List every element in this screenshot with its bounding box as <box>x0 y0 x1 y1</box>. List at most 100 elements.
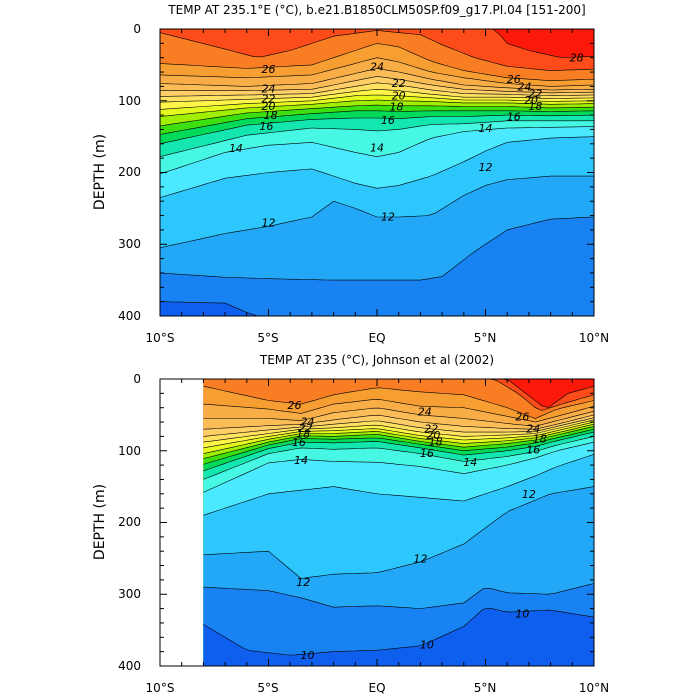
contour-line <box>160 68 594 91</box>
contour-band <box>160 301 258 316</box>
contour-label: 16 <box>292 436 306 449</box>
contour-line <box>203 428 594 465</box>
contour-label: 22 <box>528 88 542 101</box>
contour-band <box>160 217 594 316</box>
y-tick-label: 300 <box>118 587 141 601</box>
contour-label: 10 <box>301 649 315 662</box>
y-tick-label: 200 <box>118 515 141 529</box>
contour-label: 10 <box>515 608 529 621</box>
contour-line <box>203 431 594 472</box>
contour-label: 16 <box>259 120 273 133</box>
y-axis-label: DEPTH (m) <box>92 134 108 210</box>
contour-line <box>160 76 594 94</box>
contour-label: 16 <box>381 114 395 127</box>
contour-line <box>160 29 594 58</box>
contour-line <box>203 417 594 437</box>
contour-lines <box>203 379 594 656</box>
contour-label: 26 <box>515 410 529 423</box>
x-tick-label: 5°N <box>474 331 497 345</box>
y-tick-label: 100 <box>118 94 141 108</box>
axis-ticks <box>159 28 595 317</box>
y-tick-label: 200 <box>118 165 141 179</box>
contour-label: 24 <box>526 423 540 436</box>
contour-label: 18 <box>528 100 542 113</box>
contour-line <box>203 421 594 449</box>
x-tick-label: 10°N <box>579 331 609 345</box>
contour-label: 12 <box>296 576 310 589</box>
contour-line <box>203 414 594 430</box>
contour-label: 28 <box>570 52 584 65</box>
contour-line <box>160 301 259 316</box>
contour-line <box>203 423 594 454</box>
contour-line <box>160 126 594 175</box>
contour-label: 20 <box>524 94 538 107</box>
panel-title: TEMP AT 235.1°E (°C), b.e21.B1850CLM50SP… <box>167 3 585 17</box>
contour-label: 22 <box>392 77 406 90</box>
contour-line <box>203 426 594 459</box>
contour-line <box>160 120 594 157</box>
contour-label: 16 <box>526 443 540 456</box>
contour-line <box>160 43 594 82</box>
x-tick-label: 10°S <box>146 331 175 345</box>
contour-label: 10 <box>420 638 434 651</box>
contour-line <box>203 486 594 579</box>
contour-band <box>203 608 594 666</box>
panel-observations: TEMP AT 235 (°C), Johnson et al (2002) 2… <box>92 353 609 695</box>
contour-label: 18 <box>390 100 404 113</box>
contour-label: 12 <box>522 488 536 501</box>
contour-label: 16 <box>507 111 521 124</box>
contour-line <box>160 82 594 97</box>
contour-line <box>160 136 594 198</box>
x-tick-label: 10°N <box>579 681 609 695</box>
contour-line <box>203 607 594 656</box>
contour-line <box>160 94 594 110</box>
contour-line <box>203 385 594 419</box>
contour-band <box>203 673 594 680</box>
panel-title: TEMP AT 235 (°C), Johnson et al (2002) <box>259 353 494 367</box>
x-tick-label: 5°S <box>257 331 278 345</box>
contour-label: 26 <box>507 73 521 86</box>
y-tick-label: 100 <box>118 444 141 458</box>
contour-label: 18 <box>429 435 443 448</box>
contour-line <box>160 57 594 87</box>
contour-label: 22 <box>424 423 438 436</box>
contour-line <box>160 88 594 103</box>
x-tick-label: 5°N <box>474 681 497 695</box>
contour-label: 18 <box>296 428 310 441</box>
contour-label: 14 <box>463 456 477 469</box>
x-tick-label: EQ <box>368 331 385 345</box>
contour-label: 20 <box>262 100 276 113</box>
x-tick-label: 5°S <box>257 681 278 695</box>
contour-label: 26 <box>288 399 302 412</box>
y-tick-label: 0 <box>133 22 141 36</box>
contour-label: 18 <box>264 109 278 122</box>
contour-lines <box>160 29 594 316</box>
contour-label: 12 <box>381 210 395 223</box>
contour-label: 24 <box>518 80 532 93</box>
contour-label: 26 <box>262 63 276 76</box>
contour-label: 12 <box>479 161 493 174</box>
y-tick-label: 0 <box>133 372 141 386</box>
y-tick-label: 300 <box>118 237 141 251</box>
contour-label: 18 <box>533 433 547 446</box>
contour-line <box>160 104 594 127</box>
y-axis-label: DEPTH (m) <box>92 484 108 560</box>
contour-label: 24 <box>370 60 384 73</box>
panel-model: TEMP AT 235.1°E (°C), b.e21.B1850CLM50SP… <box>92 3 609 345</box>
contour-label: 22 <box>262 93 276 106</box>
contour-label: 22 <box>298 422 312 435</box>
contour-fill <box>203 379 594 680</box>
contour-label: 14 <box>479 122 493 135</box>
y-tick-label: 400 <box>118 659 141 673</box>
contour-line <box>203 419 594 443</box>
contour-line <box>203 379 594 408</box>
y-tick-label: 400 <box>118 309 141 323</box>
contour-line <box>203 379 594 411</box>
contour-line <box>160 110 594 135</box>
axis-ticks <box>159 378 595 667</box>
contour-label: 12 <box>413 552 427 565</box>
contour-label: 24 <box>301 415 315 428</box>
contour-label: 14 <box>229 142 243 155</box>
contour-line <box>203 436 594 480</box>
